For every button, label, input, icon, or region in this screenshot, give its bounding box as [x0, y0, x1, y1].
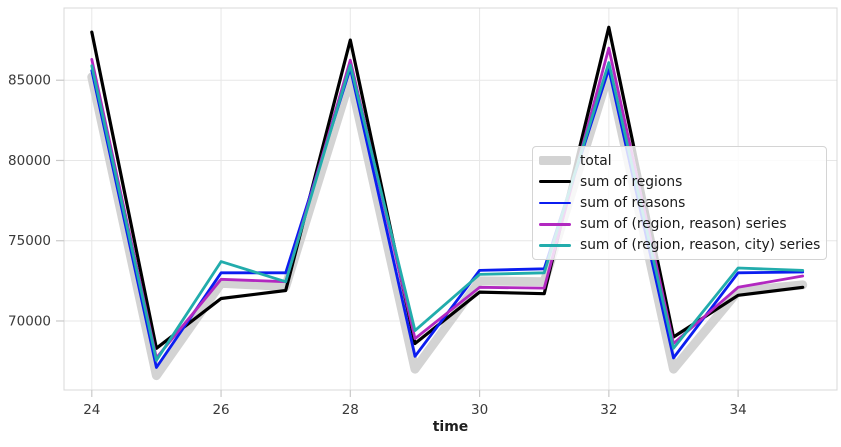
legend-swatch-wrap: [539, 156, 571, 165]
x-tick-label: 32: [600, 402, 617, 418]
legend-entry: sum of regions: [539, 171, 818, 192]
legend-series-label: sum of reasons: [580, 194, 686, 211]
x-axis-label: time: [432, 419, 469, 435]
legend-swatch-wrap: [539, 222, 571, 226]
legend-line-swatch: [539, 156, 571, 165]
plot-border: [63, 7, 838, 391]
y-tick-label: 80000: [8, 153, 51, 169]
legend-series-label: total: [580, 152, 612, 169]
legend-swatch-wrap: [539, 180, 571, 184]
y-tick-label: 85000: [8, 73, 51, 89]
y-tick-label: 75000: [8, 233, 51, 249]
x-tick-label: 26: [212, 402, 229, 418]
legend-line-swatch: [539, 201, 571, 205]
y-tick-label: 70000: [8, 313, 51, 329]
legend-entry: sum of reasons: [539, 192, 818, 213]
legend-entry: sum of (region, reason) series: [539, 214, 818, 235]
x-tick-label: 28: [342, 402, 359, 418]
legend-entry: sum of (region, reason, city) series: [539, 235, 821, 256]
series-line-sum-of-regions: [90, 25, 805, 350]
legend-series-label: sum of (region, reason, city) series: [580, 237, 821, 254]
legend-entry: total: [539, 150, 818, 171]
series-line-total: [87, 68, 808, 381]
legend-line-swatch: [539, 180, 571, 184]
legend-swatch-wrap: [539, 243, 571, 247]
legend-series-label: sum of (region, reason) series: [580, 216, 787, 233]
series-line-sum-of-region-reason-city-series: [90, 61, 805, 362]
x-tick-label: 24: [83, 402, 100, 418]
x-tick-label: 30: [471, 402, 488, 418]
x-tick-label: 34: [730, 402, 747, 418]
legend-swatch-wrap: [539, 201, 571, 205]
legend: total sum of regions sum of reasons sum of …: [532, 146, 827, 260]
legend-line-swatch: [539, 243, 571, 247]
legend-series-label: sum of regions: [580, 173, 683, 190]
legend-line-swatch: [539, 222, 571, 226]
